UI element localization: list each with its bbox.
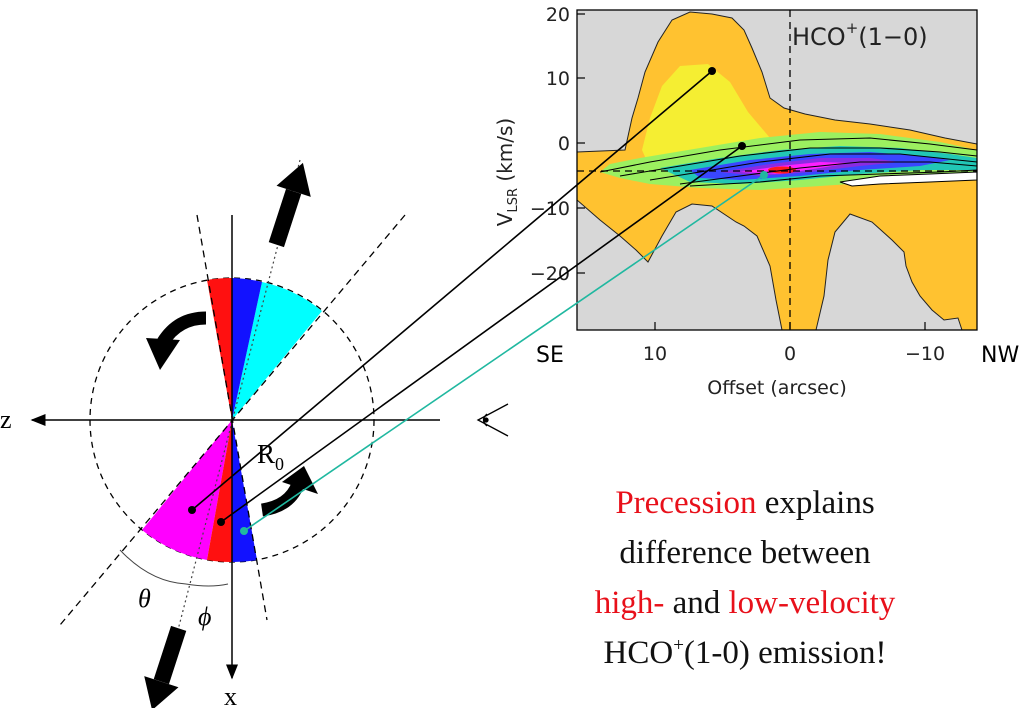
pv-ytick-label: 0 xyxy=(558,133,570,155)
caption-text: explains xyxy=(756,485,875,521)
connector-dot xyxy=(217,518,225,526)
pv-se-label: SE xyxy=(536,343,564,368)
pv-xtick-label: 10 xyxy=(643,343,667,365)
angle-arcs xyxy=(119,549,229,587)
pv-xlabel: Offset (arcsec) xyxy=(707,377,846,399)
connector-dot xyxy=(240,527,248,535)
caption-low-velocity: low-velocity xyxy=(728,585,896,621)
caption-text: (1-0) emission! xyxy=(683,635,887,671)
pv-ytick-label: 10 xyxy=(546,68,570,90)
pv-ytick-label: −20 xyxy=(530,263,570,285)
pv-line-label: HCO+(1−0) xyxy=(792,19,928,51)
connector-dot xyxy=(760,171,768,179)
precession-schematic: z x R0 θ ϕ xyxy=(0,159,509,708)
x-axis-label: x xyxy=(224,682,237,708)
pv-xtick-label: −10 xyxy=(905,343,945,365)
pv-nw-label: NW xyxy=(981,343,1019,368)
pv-ytick-label: 20 xyxy=(546,4,570,26)
z-axis-label: z xyxy=(0,405,12,434)
caption-high: high- xyxy=(594,585,665,621)
connector-dot xyxy=(188,506,196,514)
pv-diagram: 20 10 0 −10 −20 10 0 −10 Offset (arcsec)… xyxy=(493,4,1019,399)
connector-dot xyxy=(738,142,746,150)
rotation-arrow-upper xyxy=(146,311,207,370)
pv-ticks xyxy=(577,13,926,330)
caption-line-2: difference between xyxy=(619,535,871,571)
connector-low-velocity xyxy=(220,145,743,523)
pv-ytick-label: −10 xyxy=(530,198,570,220)
caption-sup: + xyxy=(673,635,684,656)
pv-contours xyxy=(599,137,977,187)
outflow-arrow-down xyxy=(144,625,187,708)
caption-precession: Precession xyxy=(615,485,757,521)
connector-systemic xyxy=(243,174,765,532)
pv-xtick-label: 0 xyxy=(784,343,796,365)
connector-lines xyxy=(188,67,768,535)
outflow-arrow-up xyxy=(268,162,311,248)
caption: Precession explains difference between h… xyxy=(530,478,960,678)
pv-frame xyxy=(576,9,978,331)
phi-label: ϕ xyxy=(198,602,211,631)
caption-text: and xyxy=(664,585,729,621)
upper-lobe-blue xyxy=(232,278,262,420)
pv-emission-magenta xyxy=(740,162,850,174)
r0-label: R0 xyxy=(257,439,284,474)
connector-high-velocity xyxy=(191,70,713,511)
pv-ylabel: VLSR (km/s) xyxy=(493,118,521,226)
theta-label: θ xyxy=(138,584,151,613)
svg-text:VLSR (km/s): VLSR (km/s) xyxy=(493,118,521,226)
caption-line-4: HCO+(1-0) emission! xyxy=(530,628,960,678)
caption-line-1: Precession explains xyxy=(530,478,960,528)
lower-lobe-red xyxy=(207,420,232,563)
pv-absorption-streak xyxy=(839,171,977,187)
lower-lobe-magenta xyxy=(142,420,232,560)
caption-line-3: high- and low-velocity xyxy=(530,578,960,628)
caption-text: HCO xyxy=(603,635,674,671)
connector-dot xyxy=(708,67,716,75)
eye-icon xyxy=(476,403,509,437)
